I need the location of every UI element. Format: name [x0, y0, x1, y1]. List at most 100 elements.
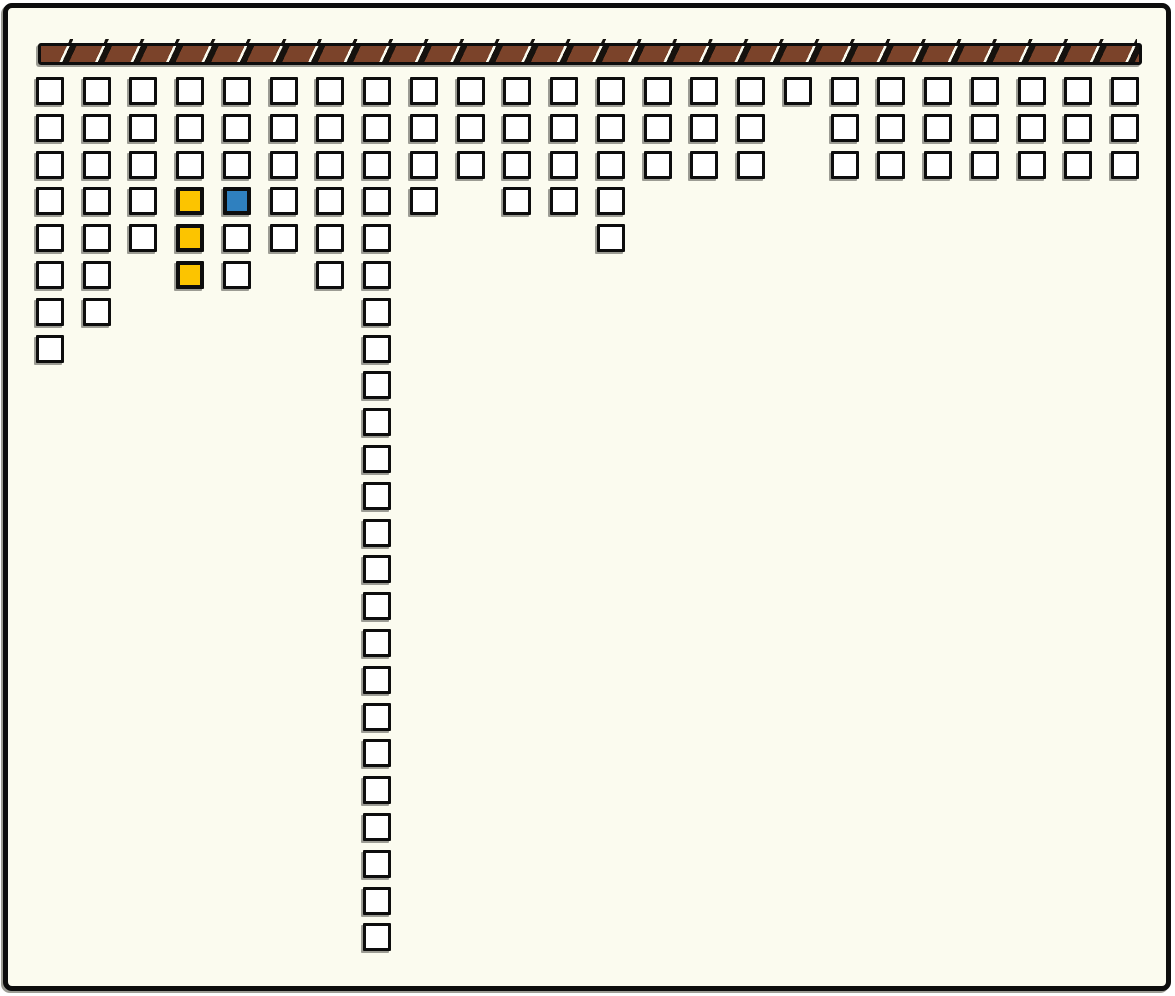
grid-square[interactable] — [550, 151, 578, 179]
grid-square[interactable] — [363, 187, 391, 215]
grid-square[interactable] — [36, 151, 64, 179]
grid-square[interactable] — [457, 151, 485, 179]
grid-square[interactable] — [363, 151, 391, 179]
grid-square[interactable] — [971, 114, 999, 142]
grid-square[interactable] — [316, 151, 344, 179]
grid-square[interactable] — [831, 77, 859, 105]
grid-square[interactable] — [36, 261, 64, 289]
grid-square[interactable] — [363, 371, 391, 399]
grid-square[interactable] — [270, 114, 298, 142]
grid-square[interactable] — [971, 77, 999, 105]
grid-square[interactable] — [176, 77, 204, 105]
grid-square[interactable] — [270, 187, 298, 215]
grid-square[interactable] — [503, 187, 531, 215]
grid-square[interactable] — [363, 445, 391, 473]
grid-square[interactable] — [1111, 77, 1139, 105]
grid-square[interactable] — [924, 151, 952, 179]
grid-square[interactable] — [971, 151, 999, 179]
grid-square[interactable] — [1018, 77, 1046, 105]
grid-square[interactable] — [223, 261, 251, 289]
grid-square[interactable] — [270, 77, 298, 105]
grid-square[interactable] — [1064, 151, 1092, 179]
grid-square[interactable] — [410, 77, 438, 105]
grid-square[interactable] — [1064, 114, 1092, 142]
grid-square[interactable] — [644, 114, 672, 142]
grid-square[interactable] — [83, 298, 111, 326]
grid-square[interactable] — [363, 335, 391, 363]
grid-square[interactable] — [316, 261, 344, 289]
grid-square[interactable] — [597, 114, 625, 142]
grid-square[interactable] — [690, 151, 718, 179]
grid-square[interactable] — [737, 114, 765, 142]
grid-square[interactable] — [176, 151, 204, 179]
grid-square-highlighted-yellow[interactable] — [176, 187, 204, 215]
grid-square[interactable] — [363, 739, 391, 767]
grid-square[interactable] — [1018, 151, 1046, 179]
grid-square[interactable] — [410, 151, 438, 179]
grid-square[interactable] — [363, 887, 391, 915]
grid-square[interactable] — [36, 335, 64, 363]
grid-square[interactable] — [503, 77, 531, 105]
grid-square[interactable] — [83, 114, 111, 142]
grid-square[interactable] — [176, 114, 204, 142]
grid-square[interactable] — [316, 187, 344, 215]
grid-square[interactable] — [363, 813, 391, 841]
grid-square[interactable] — [270, 151, 298, 179]
grid-square-highlighted-yellow[interactable] — [176, 261, 204, 289]
grid-square[interactable] — [223, 77, 251, 105]
grid-square[interactable] — [597, 224, 625, 252]
grid-square[interactable] — [363, 114, 391, 142]
grid-square[interactable] — [690, 77, 718, 105]
grid-square[interactable] — [877, 114, 905, 142]
grid-square[interactable] — [363, 519, 391, 547]
grid-square[interactable] — [831, 114, 859, 142]
grid-square[interactable] — [1064, 77, 1092, 105]
grid-square[interactable] — [363, 629, 391, 657]
grid-square[interactable] — [924, 77, 952, 105]
grid-square[interactable] — [363, 482, 391, 510]
grid-square[interactable] — [877, 77, 905, 105]
grid-square[interactable] — [644, 77, 672, 105]
grid-square[interactable] — [363, 592, 391, 620]
grid-square[interactable] — [363, 555, 391, 583]
grid-square[interactable] — [410, 114, 438, 142]
grid-square[interactable] — [363, 77, 391, 105]
grid-square[interactable] — [316, 77, 344, 105]
grid-square[interactable] — [363, 298, 391, 326]
grid-square[interactable] — [83, 187, 111, 215]
grid-square[interactable] — [924, 114, 952, 142]
grid-square[interactable] — [457, 77, 485, 105]
grid-square[interactable] — [83, 224, 111, 252]
grid-square[interactable] — [83, 151, 111, 179]
grid-square[interactable] — [316, 114, 344, 142]
grid-square[interactable] — [737, 151, 765, 179]
grid-square[interactable] — [363, 261, 391, 289]
grid-square[interactable] — [363, 923, 391, 951]
grid-square[interactable] — [1018, 114, 1046, 142]
grid-square[interactable] — [223, 114, 251, 142]
grid-square[interactable] — [363, 666, 391, 694]
grid-square[interactable] — [363, 850, 391, 878]
grid-square[interactable] — [457, 114, 485, 142]
grid-square[interactable] — [690, 114, 718, 142]
grid-square[interactable] — [363, 408, 391, 436]
grid-square[interactable] — [270, 224, 298, 252]
grid-square[interactable] — [83, 261, 111, 289]
grid-square[interactable] — [784, 77, 812, 105]
grid-square[interactable] — [831, 151, 859, 179]
grid-square[interactable] — [550, 77, 578, 105]
grid-square[interactable] — [36, 187, 64, 215]
grid-square[interactable] — [644, 151, 672, 179]
grid-square[interactable] — [737, 77, 765, 105]
grid-square[interactable] — [36, 224, 64, 252]
grid-square[interactable] — [1111, 114, 1139, 142]
grid-square[interactable] — [129, 151, 157, 179]
grid-square[interactable] — [83, 77, 111, 105]
grid-square[interactable] — [36, 77, 64, 105]
grid-square[interactable] — [597, 77, 625, 105]
grid-square[interactable] — [1111, 151, 1139, 179]
grid-square[interactable] — [223, 224, 251, 252]
grid-square[interactable] — [503, 114, 531, 142]
grid-square[interactable] — [363, 703, 391, 731]
grid-square[interactable] — [129, 224, 157, 252]
